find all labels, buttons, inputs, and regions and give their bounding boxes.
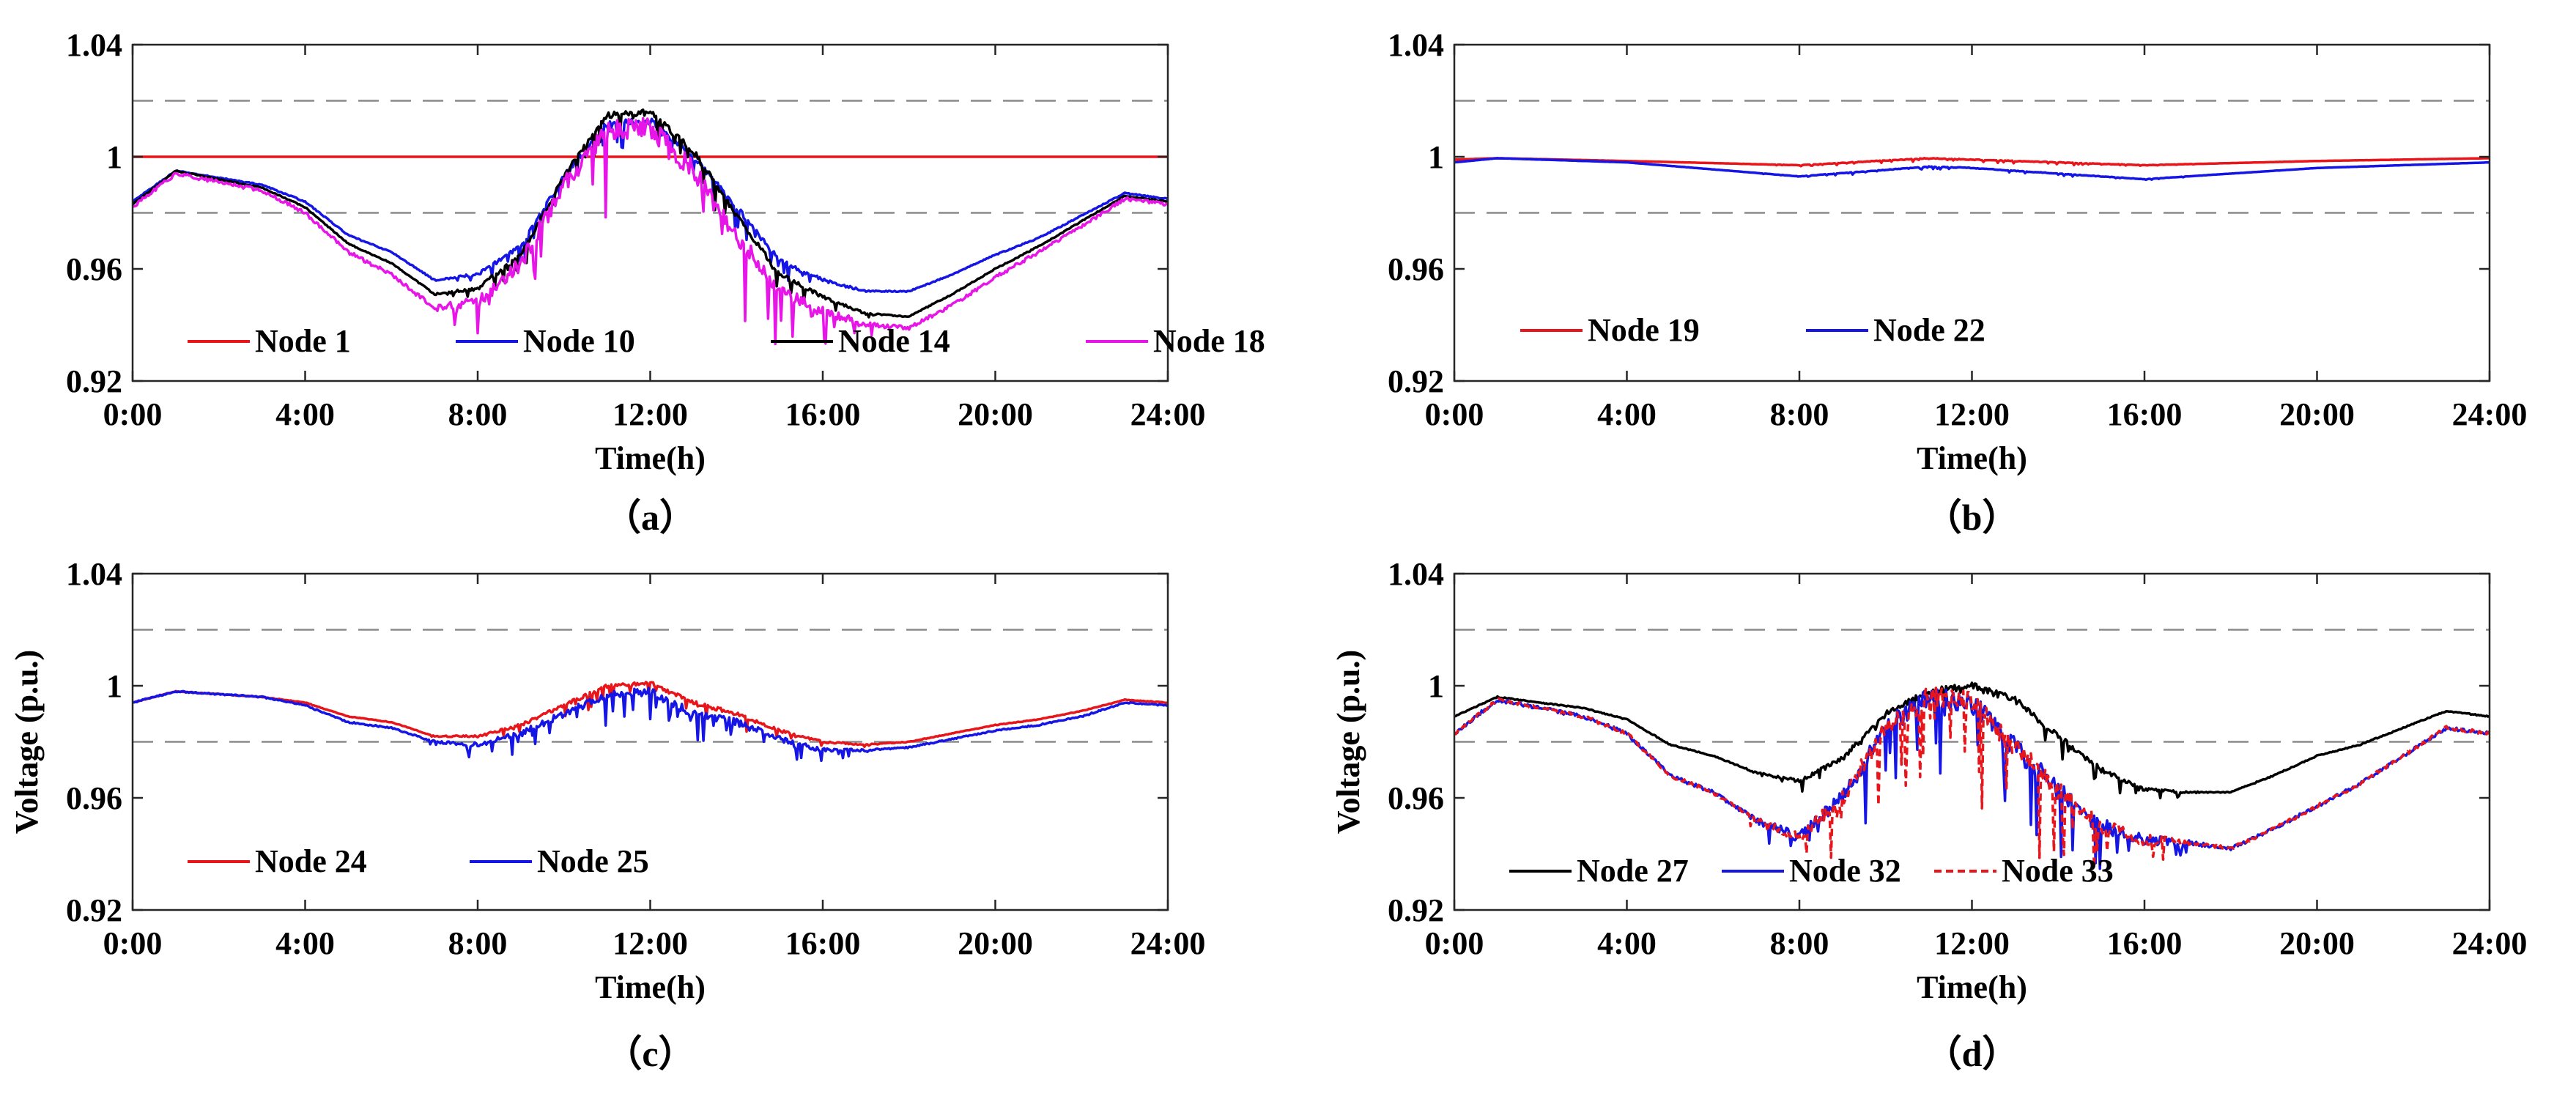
y-tick-label: 1 xyxy=(1428,139,1444,175)
legend-label: Node 19 xyxy=(1588,312,1700,348)
x-tick-label: 8:00 xyxy=(448,925,508,961)
x-tick-label: 16:00 xyxy=(2107,396,2183,432)
y-tick-label: 1.04 xyxy=(1388,27,1444,63)
x-tick-label: 0:00 xyxy=(103,925,163,961)
x-tick-label: 4:00 xyxy=(275,925,335,961)
x-axis-title: Time(h) xyxy=(595,969,706,1005)
y-tick-label: 1 xyxy=(106,139,122,175)
x-axis-title: Time(h) xyxy=(1917,440,2027,476)
panel-caption: （b） xyxy=(1925,497,2019,538)
x-tick-label: 24:00 xyxy=(2452,396,2528,432)
x-axis-title: Time(h) xyxy=(595,440,706,476)
series-line-node-14 xyxy=(131,108,1169,319)
series-line-node-22 xyxy=(1454,157,2490,182)
y-tick-label: 1 xyxy=(106,668,122,704)
x-tick-label: 24:00 xyxy=(1130,396,1206,432)
x-tick-label: 16:00 xyxy=(785,925,861,961)
legend-label: Node 18 xyxy=(1153,323,1265,359)
x-axis-title: Time(h) xyxy=(1917,969,2027,1005)
y-axis-title: Voltage (p.u.) xyxy=(1330,650,1366,834)
x-tick-label: 4:00 xyxy=(275,396,335,432)
x-tick-label: 12:00 xyxy=(612,925,688,961)
x-tick-label: 12:00 xyxy=(1934,396,2010,432)
x-tick-label: 4:00 xyxy=(1597,925,1657,961)
series-line-node-33 xyxy=(1453,687,2491,869)
x-tick-label: 12:00 xyxy=(612,396,688,432)
x-tick-label: 0:00 xyxy=(1425,925,1484,961)
y-tick-label: 1 xyxy=(1428,668,1444,704)
y-tick-label: 0.96 xyxy=(1388,780,1444,816)
y-tick-label: 1.04 xyxy=(66,556,122,592)
x-tick-label: 20:00 xyxy=(958,925,1033,961)
x-tick-label: 24:00 xyxy=(2452,925,2528,961)
legend-label: Node 14 xyxy=(838,323,950,359)
y-tick-label: 1.04 xyxy=(1388,556,1444,592)
x-tick-label: 12:00 xyxy=(1934,925,2010,961)
series-line-node-18 xyxy=(132,116,1169,346)
x-tick-label: 24:00 xyxy=(1130,925,1206,961)
chart-panel-b: 0:00 4:00 8:00 12:00 16:00 20:00 24:00 0.92 0.96… xyxy=(1388,27,2527,538)
x-tick-label: 16:00 xyxy=(2107,925,2183,961)
y-tick-label: 0.96 xyxy=(66,251,122,287)
legend-label: Node 24 xyxy=(255,843,367,879)
series-line-node-32 xyxy=(1454,688,2490,870)
x-tick-label: 0:00 xyxy=(1425,396,1484,432)
legend-label: Node 22 xyxy=(1873,312,1985,348)
panel-caption: （c） xyxy=(605,1033,695,1074)
y-tick-label: 0.92 xyxy=(1388,363,1444,399)
y-tick-label: 0.92 xyxy=(1388,892,1444,928)
series-line-node-24 xyxy=(132,681,1169,749)
x-tick-label: 16:00 xyxy=(785,396,861,432)
legend-label: Node 32 xyxy=(1789,853,1901,889)
legend-label: Node 27 xyxy=(1577,853,1689,889)
x-tick-label: 4:00 xyxy=(1597,396,1657,432)
series-line-node-27 xyxy=(1454,681,2490,800)
chart-panel-c: 0:00 4:00 8:00 12:00 16:00 20:00 24:00 0.92 0.96… xyxy=(9,556,1205,1074)
chart-panel-a: 0:00 4:00 8:00 12:00 16:00 20:00 24:00 0.92 0.96… xyxy=(66,27,1265,538)
y-tick-label: 0.92 xyxy=(66,363,122,399)
x-tick-label: 20:00 xyxy=(2279,925,2355,961)
x-tick-label: 8:00 xyxy=(1770,396,1829,432)
x-tick-label: 8:00 xyxy=(1770,925,1829,961)
legend-label: Node 25 xyxy=(537,843,649,879)
panel-caption: （d） xyxy=(1925,1033,2019,1074)
y-tick-label: 1.04 xyxy=(66,27,122,63)
series-line-node-25 xyxy=(133,687,1169,763)
panel-caption: （a） xyxy=(604,497,696,538)
y-tick-label: 0.96 xyxy=(1388,251,1444,287)
x-tick-label: 20:00 xyxy=(2279,396,2355,432)
chart-panel-d: 0:00 4:00 8:00 12:00 16:00 20:00 24:00 0.92 0.96… xyxy=(1330,556,2527,1074)
y-tick-label: 0.96 xyxy=(66,780,122,816)
legend-label: Node 10 xyxy=(523,323,635,359)
x-tick-label: 20:00 xyxy=(958,396,1033,432)
y-tick-label: 0.92 xyxy=(66,892,122,928)
legend-label: Node 33 xyxy=(2002,853,2114,889)
x-tick-label: 8:00 xyxy=(448,396,508,432)
legend-label: Node 1 xyxy=(255,323,351,359)
y-axis-title: Voltage (p.u.) xyxy=(9,650,45,834)
x-tick-label: 0:00 xyxy=(103,396,163,432)
series-line-node-19 xyxy=(1454,157,2490,168)
